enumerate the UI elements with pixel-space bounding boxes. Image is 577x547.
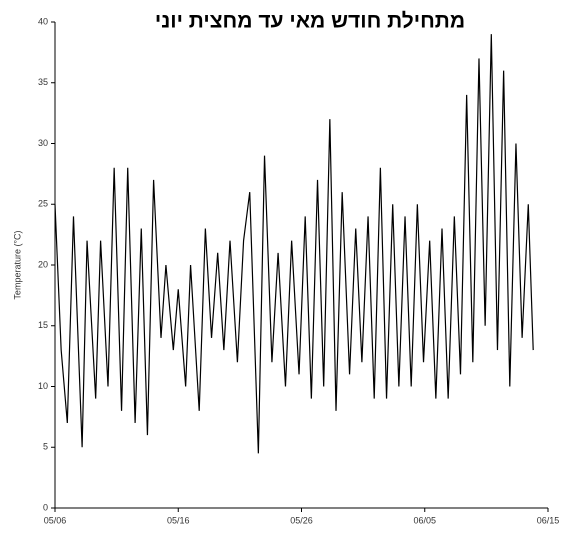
temperature-line	[54, 34, 534, 454]
y-tick-label: 5	[43, 442, 48, 452]
y-tick-label: 35	[38, 77, 48, 87]
y-tick-label: 30	[38, 138, 48, 148]
x-tick-label: 05/16	[167, 515, 190, 525]
chart-title: מתחילת חודש מאי עד מחצית יוני	[155, 10, 465, 33]
y-tick-label: 15	[38, 320, 48, 330]
y-tick-label: 0	[43, 502, 48, 512]
y-tick-label: 20	[38, 259, 48, 269]
y-tick-label: 40	[38, 16, 48, 26]
x-tick-label: 05/06	[44, 515, 67, 525]
x-tick-label: 06/05	[413, 515, 436, 525]
y-axis-label: Temperature (°C)	[12, 230, 22, 299]
x-tick-label: 05/26	[290, 515, 313, 525]
x-tick-label: 06/15	[537, 515, 560, 525]
y-tick-label: 10	[38, 381, 48, 391]
y-tick-label: 25	[38, 199, 48, 209]
